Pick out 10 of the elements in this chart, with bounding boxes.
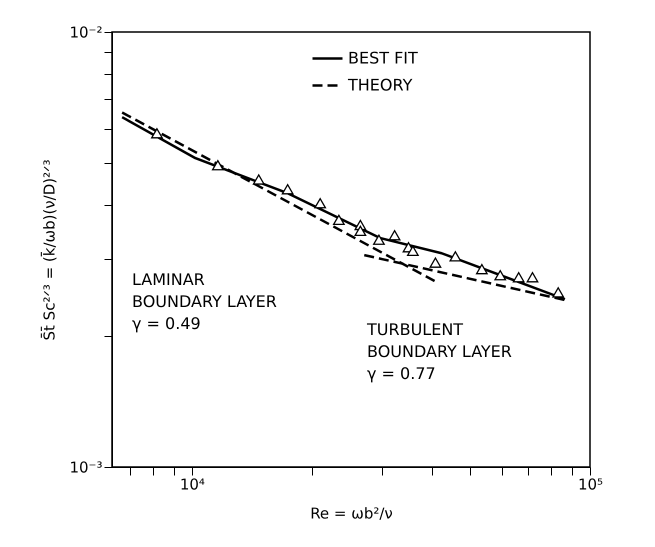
annotation: LAMINAR BOUNDARY LAYER γ = 0.49	[132, 270, 277, 333]
y-tick-label: 10⁻³	[69, 458, 102, 476]
x-axis-title: Re = ωb²/ν	[310, 504, 393, 522]
x-tick-label: 10⁴	[180, 476, 205, 494]
annotation: TURBULENT BOUNDARY LAYER γ = 0.77	[366, 320, 512, 383]
legend-label: BEST FIT	[348, 48, 418, 68]
y-tick-label: 10⁻²	[69, 24, 102, 42]
y-axis-title: S̄t̄ Sc²ᐟ³ = (k̄/ωb)(ν/D)²ᐟ³	[40, 159, 58, 341]
legend-label: THEORY	[347, 76, 413, 94]
x-tick-label: 10⁵	[578, 476, 604, 494]
